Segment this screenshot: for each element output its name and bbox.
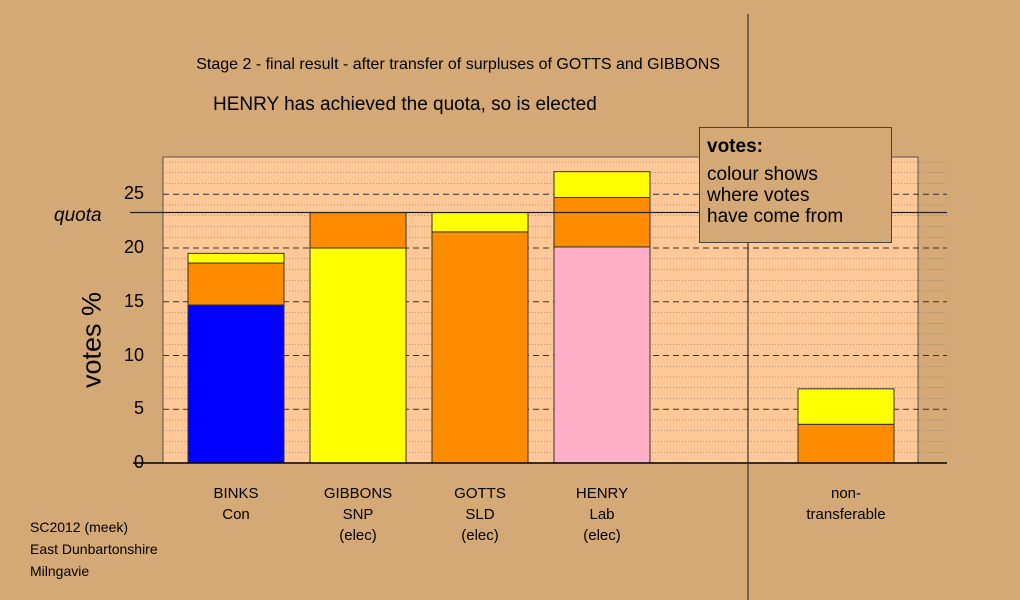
category-party: SNP xyxy=(342,506,374,523)
bar-segment-non--snp xyxy=(797,388,895,425)
y-tick-label: 20 xyxy=(123,237,144,257)
footer-line-1: SC2012 (meek) xyxy=(30,519,129,535)
bar-segment-binks-snp xyxy=(187,252,285,264)
legend-line-3: have come from xyxy=(707,206,844,227)
chart-title: Stage 2 - final result - after transfer … xyxy=(196,56,720,73)
bar-segment-henry-snp xyxy=(553,171,651,198)
legend-title: votes: xyxy=(707,136,763,157)
bar-segment-gibbons-sld xyxy=(309,212,407,249)
category-label: GOTTS SLD (elec) xyxy=(420,483,540,546)
y-tick-label: 25 xyxy=(123,183,144,204)
y-tick-label: 15 xyxy=(123,290,144,311)
category-name: GIBBONS xyxy=(323,485,393,502)
category-name: non- xyxy=(830,485,862,502)
category-status: (elec) xyxy=(339,527,377,544)
bar-segment-binks-con xyxy=(187,304,285,464)
y-tick-label: 10 xyxy=(123,344,144,365)
category-party: transferable xyxy=(806,506,886,523)
category-name: HENRY xyxy=(575,485,629,502)
bar-segment-henry-lab xyxy=(553,246,651,464)
category-label: HENRY Lab (elec) xyxy=(542,483,662,546)
category-name: BINKS xyxy=(213,485,259,502)
category-party: Lab xyxy=(589,506,615,523)
bar-segment-binks-sld xyxy=(187,262,285,306)
bar-segment-gotts-snp xyxy=(431,212,529,233)
category-status: (elec) xyxy=(461,527,499,544)
legend-box: votes: colour shows where votes have com… xyxy=(699,127,892,243)
legend-line-2: where votes xyxy=(707,185,810,206)
category-label: non-transferable xyxy=(786,483,906,525)
category-name: GOTTS xyxy=(454,485,506,502)
footer-line-2: East Dunbartonshire xyxy=(30,541,158,557)
legend-line-1: colour shows xyxy=(707,164,818,185)
bar-segment-gibbons-snp xyxy=(309,247,407,464)
y-tick-label: 0 xyxy=(133,452,144,472)
y-tick-label: 5 xyxy=(133,398,144,419)
category-party: SLD xyxy=(465,506,495,523)
quota-label: quota xyxy=(54,205,102,226)
chart-subtitle: HENRY has achieved the quota, so is elec… xyxy=(213,94,597,115)
category-status: (elec) xyxy=(583,527,621,544)
bar-segment-non--sld xyxy=(797,423,895,464)
category-label: BINKS Con xyxy=(176,483,296,525)
bar-segment-gotts-sld xyxy=(431,231,529,464)
y-axis-label: votes % xyxy=(76,291,107,389)
category-label: GIBBONS SNP (elec) xyxy=(298,483,418,546)
bar-segment-henry-sld xyxy=(553,196,651,248)
category-party: Con xyxy=(222,506,250,523)
footer-line-3: Milngavie xyxy=(30,563,90,579)
